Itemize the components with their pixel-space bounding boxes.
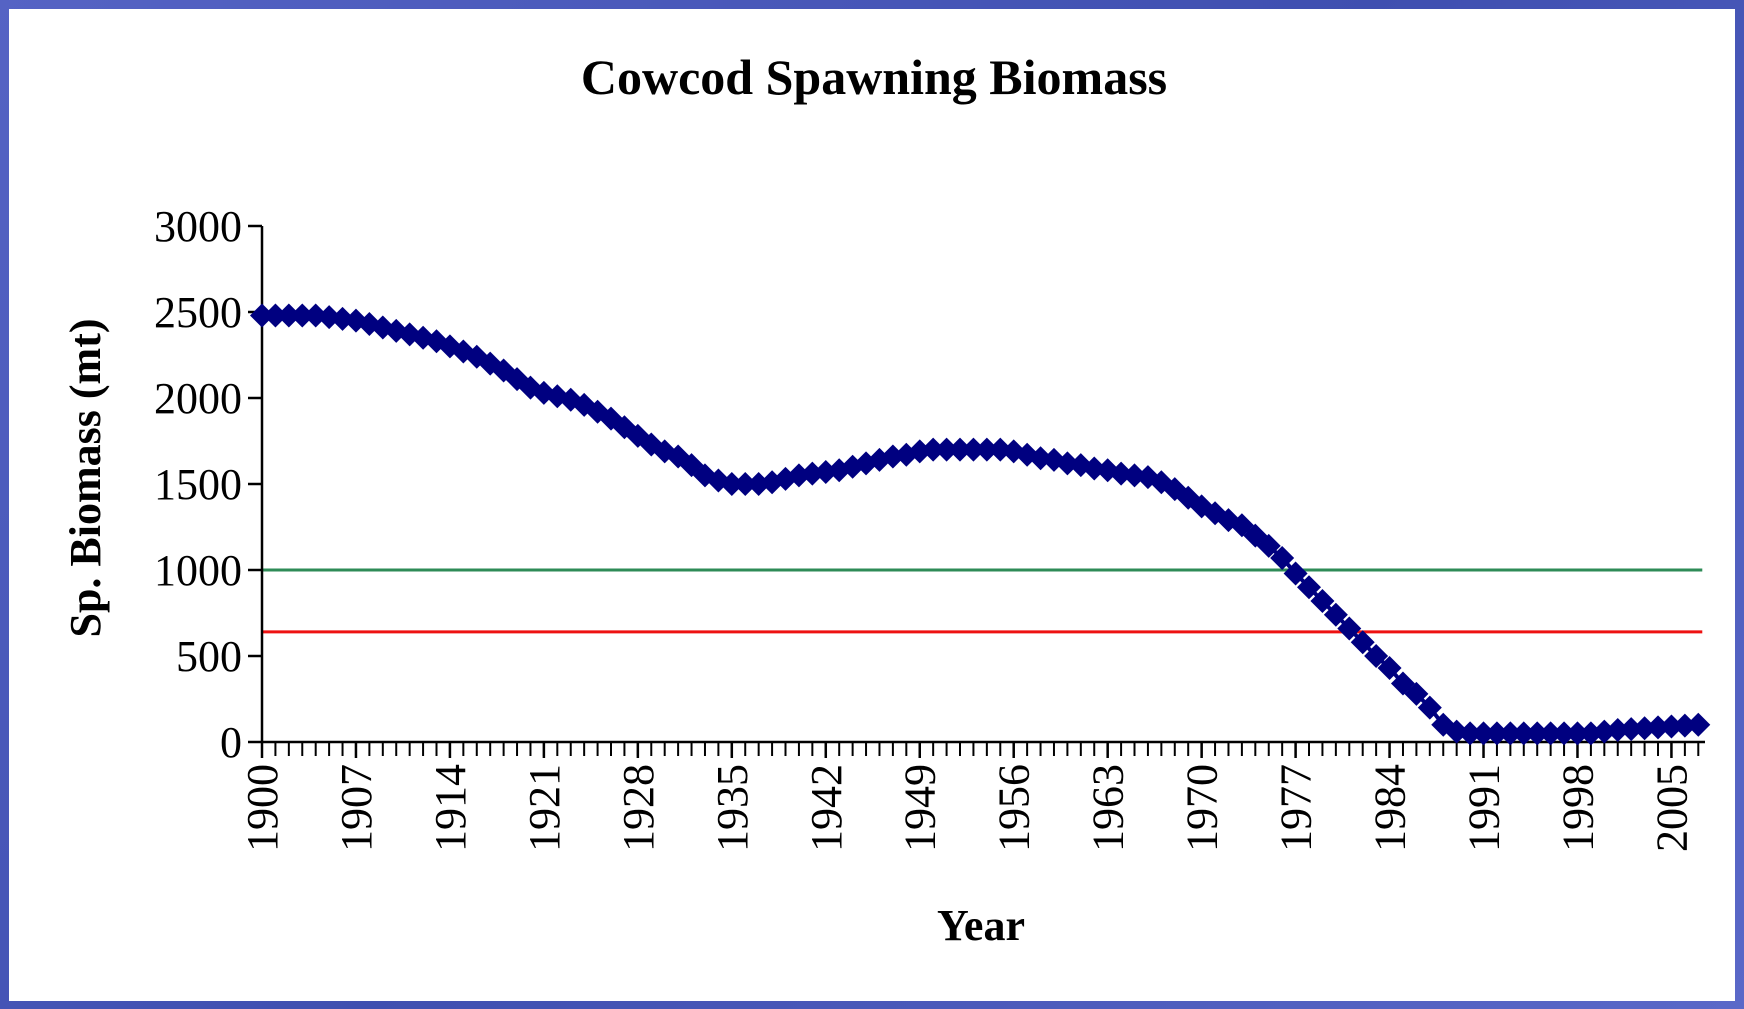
data-point (1283, 561, 1308, 586)
x-axis-title: Year (937, 901, 1025, 950)
x-tick-label: 1977 (1272, 764, 1321, 852)
chart-panel (9, 9, 1735, 1001)
data-point (1538, 721, 1563, 746)
x-tick-label: 1998 (1553, 764, 1602, 852)
x-tick-label: 1949 (896, 764, 945, 852)
y-tick-label: 1000 (154, 546, 242, 595)
data-point (1498, 721, 1523, 746)
data-point (948, 437, 973, 462)
y-tick-label: 3000 (154, 202, 242, 251)
x-tick-label: 1914 (426, 764, 475, 852)
data-point (934, 437, 959, 462)
data-point (733, 472, 758, 496)
data-point (1337, 616, 1362, 641)
data-point (1270, 545, 1295, 570)
data-point (1619, 717, 1644, 742)
data-point (1565, 721, 1590, 746)
data-point (1632, 716, 1657, 741)
chart-title: Cowcod Spawning Biomass (581, 49, 1167, 105)
data-point (290, 303, 315, 328)
data-point (1672, 713, 1697, 738)
x-tick-label: 1991 (1460, 764, 1509, 852)
y-tick-label: 500 (176, 632, 242, 681)
data-point (1458, 721, 1483, 746)
data-point (1659, 714, 1684, 739)
data-point (1552, 721, 1577, 746)
data-point (1484, 721, 1509, 746)
x-tick-label: 1942 (802, 764, 851, 852)
y-axis-title: Sp. Biomass (mt) (61, 318, 110, 637)
data-point (1605, 717, 1630, 742)
x-tick-label: 1935 (708, 764, 757, 852)
data-point (1417, 695, 1442, 720)
data-point (1525, 721, 1550, 746)
y-tick-label: 1500 (154, 460, 242, 509)
x-tick-label: 2005 (1647, 764, 1696, 852)
x-tick-label: 1956 (990, 764, 1039, 852)
data-point (1256, 533, 1281, 558)
data-point (974, 437, 999, 462)
x-tick-label: 1921 (520, 764, 569, 852)
data-point (1297, 575, 1322, 600)
y-tick-label: 0 (220, 718, 242, 767)
data-point (1511, 721, 1536, 746)
x-tick-label: 1984 (1366, 764, 1415, 852)
x-tick-label: 1900 (238, 764, 287, 852)
data-point (921, 437, 946, 462)
data-point (276, 303, 301, 328)
data-point (250, 303, 274, 328)
data-point (1686, 712, 1711, 737)
data-point (1323, 602, 1348, 627)
data-point (263, 303, 288, 328)
data-point (1310, 588, 1335, 613)
data-point (1377, 656, 1402, 681)
data-point (1646, 715, 1671, 740)
y-tick-label: 2000 (154, 374, 242, 423)
data-point (961, 437, 986, 462)
data-point (1364, 644, 1389, 668)
data-point (1404, 681, 1429, 706)
data-point (1350, 630, 1375, 655)
data-point (1471, 721, 1496, 746)
x-tick-label: 1907 (332, 764, 381, 852)
x-tick-label: 1963 (1084, 764, 1133, 852)
y-tick-label: 2500 (154, 288, 242, 337)
x-tick-label: 1970 (1178, 764, 1227, 852)
data-point (719, 472, 744, 496)
x-tick-label: 1928 (614, 764, 663, 852)
